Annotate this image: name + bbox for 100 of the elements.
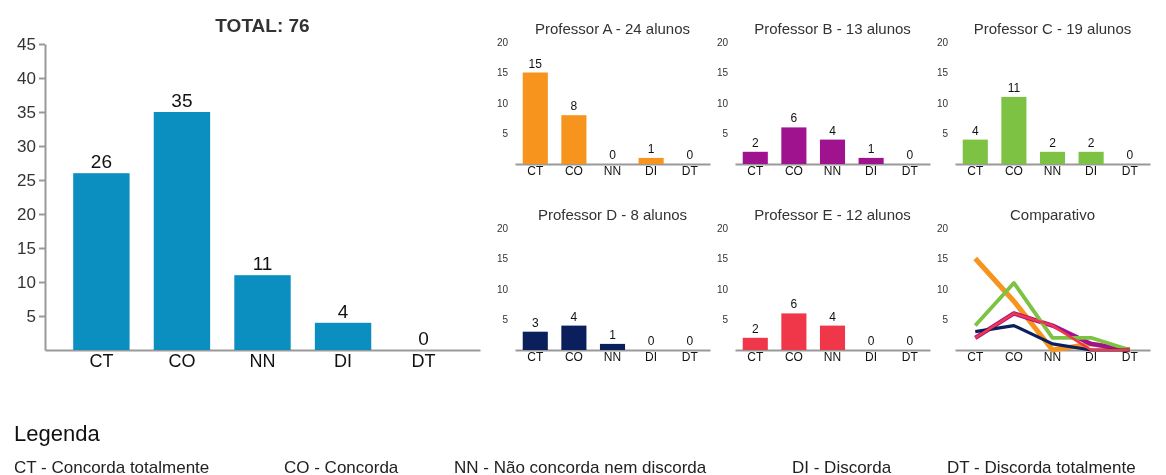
- x-tick-label: DT: [901, 350, 919, 364]
- bar: [742, 337, 768, 350]
- y-tick-label: 15: [716, 253, 729, 265]
- x-tick-label: CO: [168, 351, 196, 371]
- x-tick-label: CO: [564, 350, 583, 364]
- bar: [1039, 151, 1066, 164]
- x-tick-label: DI: [1085, 164, 1098, 178]
- text: DT - Discorda totalmente: [947, 458, 1136, 475]
- x-tick-label: CO: [1004, 350, 1023, 364]
- chart-title: Professor C - 19 alunos: [973, 20, 1132, 37]
- text: DI - Discorda: [792, 458, 892, 475]
- data-label: 0: [609, 148, 617, 162]
- x-tick-label: CT: [527, 164, 544, 178]
- data-label: 0: [906, 334, 914, 348]
- data-label: 2: [1049, 135, 1057, 150]
- bar: [638, 157, 664, 164]
- bar: [599, 343, 626, 350]
- x-tick-label: NN: [1043, 350, 1062, 364]
- y-tick-label: 20: [936, 222, 949, 234]
- x-tick-label: DI: [645, 164, 658, 178]
- y-tick-label: 10: [936, 283, 949, 295]
- x-tick-label: NN: [1043, 164, 1062, 178]
- data-label: 2: [751, 321, 759, 336]
- x-tick-label: NN: [249, 351, 276, 371]
- bar: [858, 157, 884, 164]
- y-tick-label: 10: [496, 283, 509, 295]
- y-tick-label: 5: [942, 314, 949, 326]
- x-tick-label: DT: [411, 351, 436, 371]
- bar: [522, 72, 548, 164]
- y-tick-label: 10: [936, 97, 949, 109]
- bar: [561, 325, 587, 350]
- text: CT - Concorda totalmente: [14, 458, 210, 475]
- data-label: 4: [337, 300, 349, 322]
- data-label: 35: [171, 90, 193, 111]
- chart-title: TOTAL: 76: [215, 15, 310, 36]
- x-tick-label: DI: [1085, 350, 1098, 364]
- x-tick-label: CO: [564, 164, 583, 178]
- bar: [153, 112, 211, 350]
- y-tick-label: 15: [496, 67, 509, 79]
- y-tick-label: 45: [17, 34, 36, 54]
- y-tick-label: 15: [936, 253, 949, 265]
- y-tick-label: 10: [716, 283, 729, 295]
- data-label: 15: [528, 56, 543, 71]
- data-label: 0: [686, 334, 694, 348]
- x-tick-label: CT: [527, 350, 544, 364]
- y-tick-label: 5: [502, 128, 509, 140]
- x-tick-label: DI: [645, 350, 658, 364]
- data-label: 0: [686, 148, 694, 162]
- x-tick-label: CT: [747, 350, 764, 364]
- data-label: 8: [570, 99, 578, 114]
- data-label: 11: [1007, 80, 1021, 95]
- data-label: 1: [647, 141, 655, 156]
- data-label: 6: [790, 111, 798, 126]
- chart-title: Professor A - 24 alunos: [534, 20, 691, 37]
- x-tick-label: DT: [901, 164, 919, 178]
- text: Legenda: [14, 421, 101, 446]
- bar: [522, 331, 548, 350]
- y-tick-label: 15: [17, 238, 36, 258]
- x-tick-label: DI: [334, 351, 353, 371]
- x-tick-label: CT: [89, 351, 114, 371]
- y-tick-label: 5: [26, 306, 36, 326]
- y-tick-label: 5: [722, 314, 729, 326]
- x-tick-label: CO: [1004, 164, 1023, 178]
- bar: [781, 313, 807, 350]
- data-label: 0: [906, 148, 914, 162]
- x-tick-label: DI: [865, 164, 878, 178]
- chart-title: Comparativo: [1009, 206, 1096, 223]
- y-tick-label: 40: [17, 68, 36, 88]
- data-label: 0: [647, 334, 655, 348]
- y-tick-label: 20: [716, 222, 729, 234]
- y-tick-label: 15: [716, 67, 729, 79]
- data-label: 2: [1087, 135, 1095, 150]
- y-tick-label: 20: [716, 36, 729, 48]
- y-tick-label: 25: [17, 170, 36, 190]
- data-label: 3: [531, 315, 539, 330]
- x-tick-label: DI: [865, 350, 878, 364]
- y-tick-label: 5: [502, 314, 509, 326]
- data-label: 4: [570, 309, 578, 324]
- y-tick-label: 15: [496, 253, 509, 265]
- bar: [962, 139, 988, 164]
- y-tick-label: 30: [17, 136, 36, 156]
- data-label: 2: [751, 135, 759, 150]
- y-tick-label: 20: [496, 36, 509, 48]
- bar: [1001, 96, 1027, 164]
- x-tick-label: NN: [603, 350, 622, 364]
- data-label: 4: [829, 309, 837, 324]
- y-tick-label: 20: [496, 222, 509, 234]
- y-tick-label: 10: [716, 97, 729, 109]
- chart-title: Professor D - 8 alunos: [537, 206, 688, 223]
- bar: [1078, 151, 1104, 164]
- data-label: 4: [971, 123, 979, 138]
- data-label: 0: [418, 328, 429, 349]
- y-tick-label: 20: [17, 204, 36, 224]
- x-tick-label: CO: [784, 164, 803, 178]
- bar: [781, 127, 807, 164]
- bar: [73, 173, 130, 350]
- y-tick-label: 5: [722, 128, 729, 140]
- x-tick-label: CO: [784, 350, 803, 364]
- data-label: 0: [1126, 148, 1134, 162]
- x-tick-label: CT: [747, 164, 764, 178]
